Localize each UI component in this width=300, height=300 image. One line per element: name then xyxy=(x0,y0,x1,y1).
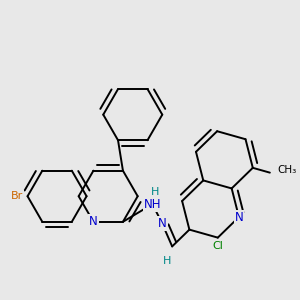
Text: Cl: Cl xyxy=(212,241,223,250)
Text: CH₃: CH₃ xyxy=(278,165,297,175)
Text: Br: Br xyxy=(11,191,24,201)
Text: N: N xyxy=(235,211,243,224)
Text: H: H xyxy=(163,256,171,266)
Text: N: N xyxy=(89,215,98,228)
Text: H: H xyxy=(151,187,160,197)
Text: N: N xyxy=(158,217,167,230)
Text: NH: NH xyxy=(144,198,161,211)
